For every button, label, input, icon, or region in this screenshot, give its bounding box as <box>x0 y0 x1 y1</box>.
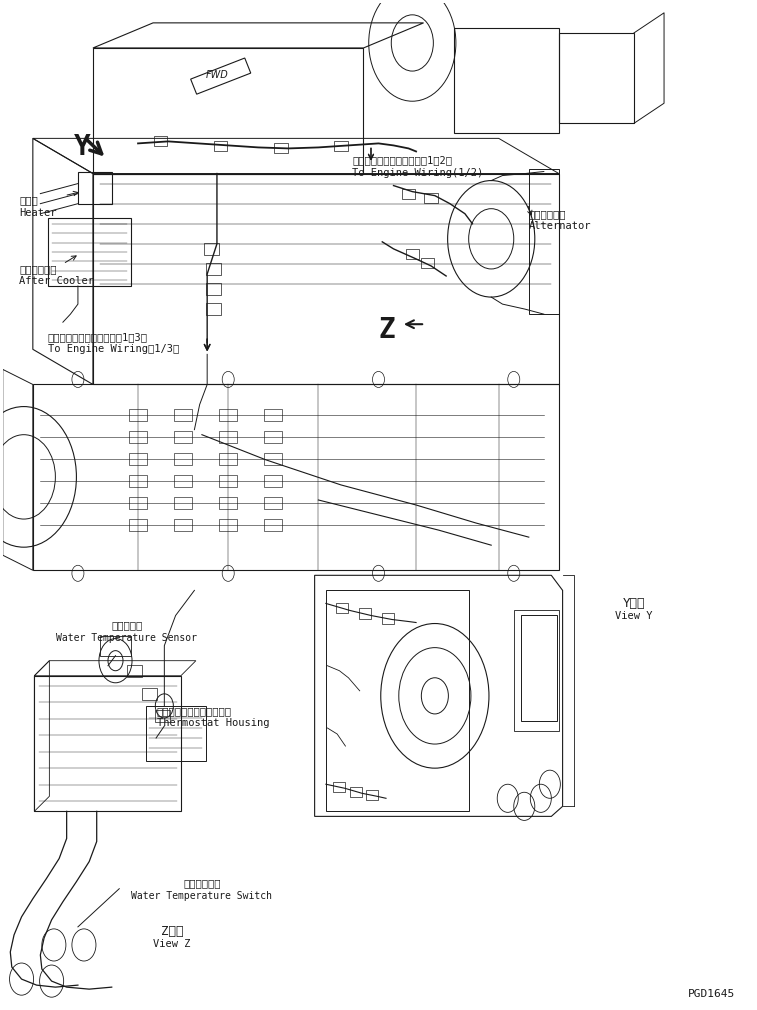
Bar <box>206 303 221 315</box>
Text: Thermostat Housing: Thermostat Housing <box>157 718 269 728</box>
Text: サーモスタットハウジング: サーモスタットハウジング <box>157 706 232 716</box>
Bar <box>264 409 282 420</box>
Bar <box>220 409 237 420</box>
Bar <box>145 706 206 762</box>
Bar <box>174 519 192 531</box>
Bar <box>336 603 348 613</box>
Text: Z　視: Z 視 <box>160 925 183 938</box>
Bar <box>402 189 416 199</box>
Bar <box>359 608 371 618</box>
Bar <box>101 635 130 655</box>
Text: 水温スイッチ: 水温スイッチ <box>183 879 220 889</box>
Bar <box>174 475 192 487</box>
Text: After Cooler: After Cooler <box>20 276 95 286</box>
Text: 水温センサ: 水温センサ <box>111 620 142 630</box>
Bar <box>129 475 147 487</box>
Bar <box>129 409 147 420</box>
Bar <box>264 497 282 509</box>
Bar <box>129 519 147 531</box>
Text: オルタネータ: オルタネータ <box>529 209 566 219</box>
Bar <box>264 475 282 487</box>
Bar <box>129 430 147 442</box>
Bar <box>214 141 227 152</box>
Bar <box>154 710 170 722</box>
Bar <box>264 452 282 465</box>
Bar <box>129 497 147 509</box>
Bar <box>129 452 147 465</box>
Bar <box>522 615 557 721</box>
Bar <box>382 613 394 623</box>
Text: ヒータ: ヒータ <box>20 196 38 206</box>
Bar <box>220 430 237 442</box>
Bar <box>204 242 220 255</box>
Text: To Engine Wiring（1/3）: To Engine Wiring（1/3） <box>48 344 179 355</box>
Text: To Engine Wiring(1/2): To Engine Wiring(1/2) <box>352 168 484 178</box>
Bar <box>206 263 221 275</box>
Bar <box>333 782 345 792</box>
Text: FWD: FWD <box>206 70 229 80</box>
Bar <box>425 193 438 203</box>
Bar <box>206 283 221 295</box>
Text: エンジンワイヤリングへ（1／2）: エンジンワイヤリングへ（1／2） <box>352 156 452 166</box>
Text: Water Temperature Switch: Water Temperature Switch <box>132 891 273 901</box>
Text: Y　視: Y 視 <box>623 597 645 610</box>
Bar <box>264 519 282 531</box>
Bar <box>220 519 237 531</box>
Bar <box>154 136 167 146</box>
Bar <box>220 452 237 465</box>
Bar <box>174 409 192 420</box>
Bar <box>48 218 130 286</box>
Bar <box>220 497 237 509</box>
Bar <box>421 258 434 268</box>
Text: Y: Y <box>74 133 91 162</box>
Bar <box>174 430 192 442</box>
Bar <box>350 787 362 797</box>
Text: Heater: Heater <box>20 208 57 218</box>
Text: アフタクーラ: アフタクーラ <box>20 264 57 274</box>
Bar <box>34 676 181 811</box>
Text: エンジンワイヤリングへ（1／3）: エンジンワイヤリングへ（1／3） <box>48 332 148 342</box>
Text: Z: Z <box>378 316 395 344</box>
Bar <box>274 143 288 154</box>
Bar <box>174 497 192 509</box>
Bar <box>78 172 112 204</box>
Bar <box>126 665 142 677</box>
Text: PGD1645: PGD1645 <box>688 989 736 999</box>
Bar <box>264 430 282 442</box>
Bar <box>529 169 559 314</box>
Bar <box>142 688 157 700</box>
Text: Water Temperature Sensor: Water Temperature Sensor <box>56 632 198 642</box>
Text: View Z: View Z <box>153 939 191 949</box>
Text: View Y: View Y <box>615 611 653 621</box>
Bar <box>174 452 192 465</box>
Bar <box>220 475 237 487</box>
Bar <box>366 790 378 800</box>
Bar <box>514 610 559 731</box>
Text: Alternator: Alternator <box>529 221 591 230</box>
Bar <box>406 248 419 259</box>
Bar <box>334 141 347 152</box>
